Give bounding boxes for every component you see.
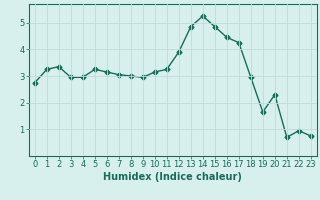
X-axis label: Humidex (Indice chaleur): Humidex (Indice chaleur) <box>103 172 242 182</box>
